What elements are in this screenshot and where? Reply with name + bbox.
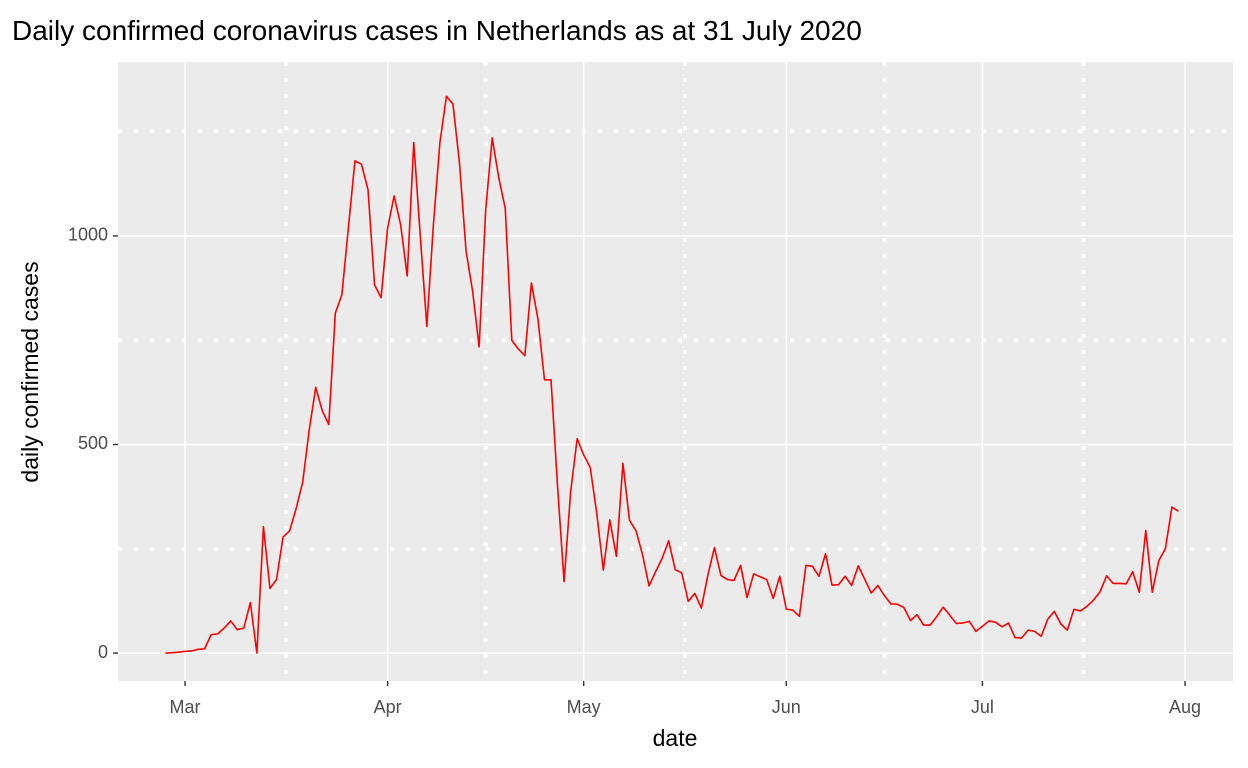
y-tick-label: 0 [98, 642, 108, 662]
x-tick-label: Mar [170, 697, 201, 717]
marks [165, 95, 1179, 654]
x-tick-label: Aug [1169, 697, 1201, 717]
x-tick-label: Jul [971, 697, 994, 717]
data-line [165, 95, 1179, 654]
chart-title: Daily confirmed coronavirus cases in Net… [12, 15, 862, 46]
x-axis-title: date [653, 725, 698, 751]
y-tick-label: 500 [78, 433, 108, 453]
y-axis-title: daily confirmed cases [17, 261, 43, 482]
plot-panel [118, 62, 1233, 681]
y-tick-label: 1000 [68, 225, 108, 245]
x-tick-label: May [567, 697, 601, 717]
x-tick-label: Apr [374, 697, 402, 717]
grid [118, 62, 1233, 681]
x-tick-label: Jun [772, 697, 801, 717]
